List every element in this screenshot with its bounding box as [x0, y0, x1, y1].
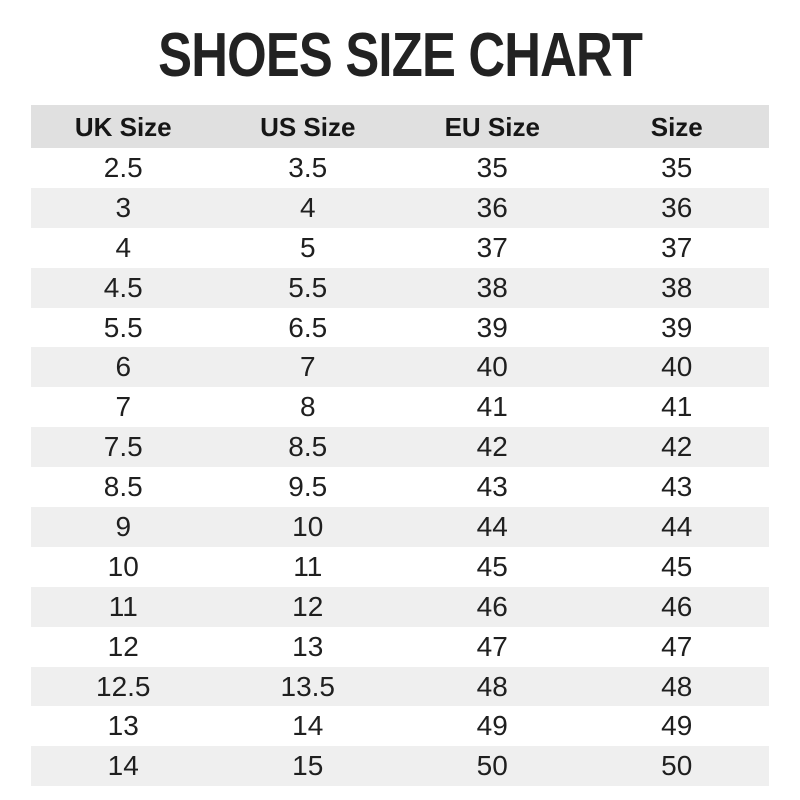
- table-cell: 45: [661, 550, 693, 582]
- table-row: 14 15 50 50: [31, 746, 769, 787]
- table-cell: 9.5: [288, 471, 328, 503]
- table-row: 12 13 47 47: [31, 626, 769, 667]
- page-title: SHOES SIZE CHART: [157, 21, 643, 90]
- table-row: 3 4 36 36: [31, 187, 769, 228]
- table-row: 5.5 6.5 39 39: [31, 307, 769, 348]
- column-header: US Size: [260, 111, 356, 142]
- table-cell: 50: [476, 750, 508, 782]
- table-cell: 12.5: [96, 670, 151, 702]
- table-body: 2.5 3.5 35 35 3 4 36 36 4 5 37 37 4.5 5.5 38 38 5.5 6.5 39…: [31, 148, 769, 787]
- table-cell: 36: [476, 191, 508, 223]
- table-cell: 6: [115, 351, 132, 383]
- table-row: 7.5 8.5 42 42: [31, 427, 769, 468]
- table-cell: 6.5: [288, 311, 328, 343]
- table-cell: 11: [108, 590, 138, 622]
- table-cell: 7: [115, 391, 132, 423]
- table-cell: 36: [661, 191, 693, 223]
- table-cell: 42: [476, 431, 508, 463]
- table-cell: 39: [476, 311, 508, 343]
- table-cell: 44: [661, 510, 693, 542]
- table-row: 12.5 13.5 48 48: [31, 666, 769, 707]
- table-cell: 14: [107, 750, 139, 782]
- table-cell: 37: [476, 231, 508, 263]
- table-cell: 49: [476, 710, 508, 742]
- table-row: 2.5 3.5 35 35: [31, 148, 769, 188]
- table-cell: 39: [661, 311, 693, 343]
- table-cell: 49: [661, 710, 693, 742]
- table-cell: 46: [661, 590, 693, 622]
- table-cell: 7.5: [103, 431, 143, 463]
- table-cell: 3.5: [288, 151, 328, 183]
- table-cell: 47: [476, 630, 508, 662]
- table-cell: 43: [661, 471, 693, 503]
- table-row: 10 11 45 45: [31, 546, 769, 587]
- table-row: 8.5 9.5 43 43: [31, 467, 769, 508]
- table-row: 11 12 46 46: [31, 586, 769, 627]
- table-cell: 43: [476, 471, 508, 503]
- table-cell: 5.5: [103, 311, 143, 343]
- table-cell: 42: [661, 431, 693, 463]
- table-cell: 41: [476, 391, 508, 423]
- table-cell: 48: [476, 670, 508, 702]
- table-cell: 4: [299, 191, 316, 223]
- table-cell: 13: [292, 630, 324, 662]
- shoe-size-chart-page: SHOES SIZE CHART UK Size US Size EU Size Si…: [0, 22, 800, 800]
- table-cell: 47: [661, 630, 693, 662]
- table-cell: 10: [107, 550, 139, 582]
- table-cell: 4: [115, 231, 132, 263]
- table-cell: 8.5: [103, 471, 143, 503]
- table-cell: 5: [299, 231, 316, 263]
- table-cell: 12: [292, 590, 324, 622]
- size-conversion-table: UK Size US Size EU Size Size 2.5 3.5 35 35 3 4 36…: [31, 105, 769, 787]
- table-cell: 46: [476, 590, 508, 622]
- column-header: UK Size: [74, 111, 172, 142]
- table-cell: 44: [476, 510, 508, 542]
- table-cell: 40: [476, 351, 508, 383]
- table-cell: 37: [661, 231, 693, 263]
- table-row: 4.5 5.5 38 38: [31, 267, 769, 308]
- table-cell: 15: [292, 750, 324, 782]
- table-cell: 12: [107, 630, 139, 662]
- table-row: 9 10 44 44: [31, 507, 769, 547]
- column-header: Size: [650, 111, 703, 142]
- table-cell: 14: [292, 710, 324, 742]
- table-cell: 13: [107, 710, 139, 742]
- table-cell: 4.5: [103, 271, 143, 303]
- table-cell: 48: [661, 670, 693, 702]
- table-cell: 40: [661, 351, 693, 383]
- table-cell: 9: [115, 510, 132, 542]
- table-cell: 8: [299, 391, 316, 423]
- table-cell: 7: [299, 351, 316, 383]
- table-cell: 35: [476, 151, 508, 183]
- table-cell: 45: [476, 550, 508, 582]
- table-cell: 13.5: [280, 670, 336, 702]
- table-row: 13 14 49 49: [31, 706, 769, 747]
- table-cell: 2.5: [103, 151, 143, 183]
- table-cell: 8.5: [288, 431, 328, 463]
- page-title-container: SHOES SIZE CHART: [0, 22, 800, 90]
- column-header: EU Size: [444, 111, 540, 142]
- table-cell: 5.5: [288, 271, 328, 303]
- table-cell: 38: [661, 271, 693, 303]
- table-cell: 10: [292, 510, 324, 542]
- table-row: 6 7 40 40: [31, 347, 769, 388]
- table-cell: 38: [476, 271, 508, 303]
- table-row: 7 8 41 41: [31, 387, 769, 428]
- table-header-row: UK Size US Size EU Size Size: [31, 105, 769, 148]
- table-row: 4 5 37 37: [31, 227, 769, 268]
- table-cell: 50: [661, 750, 693, 782]
- table-cell: 41: [661, 391, 693, 423]
- table-cell: 35: [661, 151, 693, 183]
- table-cell: 11: [293, 550, 323, 582]
- table-cell: 3: [115, 191, 132, 223]
